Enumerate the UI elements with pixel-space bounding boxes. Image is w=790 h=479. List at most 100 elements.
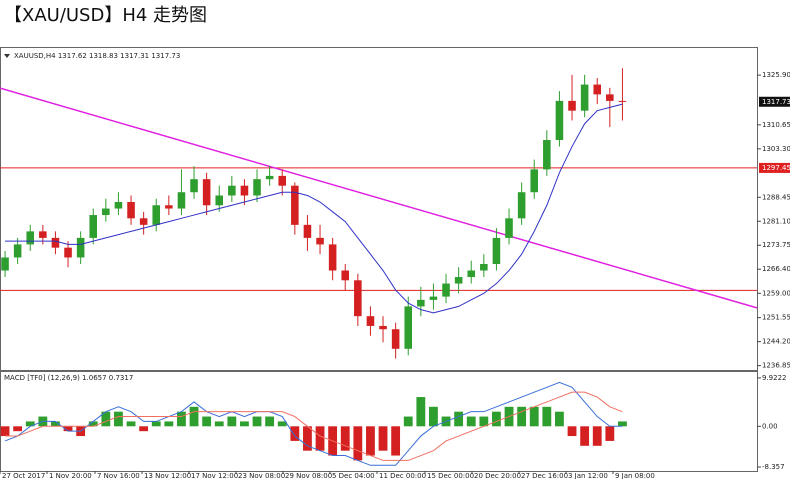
y-tick-label: 1310.65 <box>762 121 790 129</box>
price-tag-bg <box>759 96 790 107</box>
candle-body <box>555 100 564 141</box>
macd-bar <box>454 411 464 427</box>
macd-bar <box>13 426 23 432</box>
candle-body <box>404 306 413 349</box>
candle-body <box>303 224 312 238</box>
x-tick-label: 5 Dec 04:00 <box>332 472 375 479</box>
candle-body <box>291 185 299 225</box>
x-tick-label: 17 Nov 12:00 <box>191 472 238 479</box>
y-tick-label: 1303.30 <box>762 145 790 153</box>
candle-body <box>39 231 47 238</box>
macd-bar <box>353 426 363 461</box>
macd-bar <box>429 406 438 427</box>
x-tick-label: 27 Oct 2017 <box>2 472 45 479</box>
y-tick-label: 1281.10 <box>762 217 790 225</box>
macd-bar <box>164 421 174 427</box>
candle-body <box>114 202 123 209</box>
candle-body <box>517 192 526 219</box>
macd-bar <box>416 397 426 427</box>
x-tick-label: 27 Dec 16:00 <box>521 472 568 479</box>
y-tick-label: 1273.75 <box>762 241 790 249</box>
y-tick-label: -8.357 <box>762 463 785 471</box>
macd-bar <box>403 416 413 427</box>
macd-bar <box>340 426 350 451</box>
macd-bar <box>517 406 527 427</box>
price-tag: 1297.45 <box>762 164 790 172</box>
candle-body <box>1 257 9 271</box>
x-tick-label: 20 Dec 20:00 <box>474 472 521 479</box>
macd-bar <box>126 421 136 427</box>
x-tick-label: 11 Dec 00:00 <box>379 472 426 479</box>
macd-bar <box>580 426 590 446</box>
x-tick-label: 1 Nov 20:00 <box>49 472 92 479</box>
candle-body <box>442 283 450 297</box>
candle-body <box>429 296 438 300</box>
candle-body <box>568 100 576 111</box>
candle-body <box>379 325 387 330</box>
macd-bar <box>0 426 10 437</box>
macd-bar <box>151 421 161 427</box>
macd-bar <box>114 411 123 427</box>
candle-body <box>152 205 161 225</box>
macd-bar <box>378 426 388 451</box>
candle-body <box>139 218 148 225</box>
y-tick-label: 0.00 <box>762 422 778 430</box>
moving-average <box>5 103 623 314</box>
macd-bar <box>618 421 627 427</box>
candle-body <box>492 237 501 264</box>
macd-bar <box>277 421 287 427</box>
candle-body <box>366 316 375 326</box>
x-tick-label: 23 Nov 08:00 <box>238 472 285 479</box>
candle-body <box>467 270 476 278</box>
candle-body <box>593 84 602 95</box>
macd-bar <box>303 426 312 451</box>
macd-header: MACD [TF0] (12,26,9) 1.0657 0.7317 <box>4 374 133 382</box>
price-tag: 1317.73 <box>762 98 790 106</box>
candle-body <box>215 195 224 206</box>
candle-body <box>618 100 627 102</box>
candle-body <box>51 237 60 248</box>
price-tag-bg <box>759 162 790 173</box>
macd-bar <box>88 421 98 427</box>
macd-line <box>4 381 623 466</box>
candle-body <box>240 185 249 196</box>
macd-bar <box>101 411 111 427</box>
macd-bar <box>529 406 539 427</box>
macd-bar <box>315 426 325 451</box>
macd-panel <box>0 371 758 472</box>
macd-bar <box>555 411 564 427</box>
x-tick-label: 15 Dec 00:00 <box>427 472 474 479</box>
macd-bar <box>252 416 262 427</box>
macd-bar <box>51 421 60 427</box>
candle-body <box>202 179 211 206</box>
candle-body <box>530 169 539 193</box>
candle-body <box>543 140 551 170</box>
x-tick-label: 13 Nov 12:00 <box>144 472 191 479</box>
menu-arrow <box>4 54 10 58</box>
candle-body <box>89 215 98 238</box>
candle-body <box>417 299 425 307</box>
y-tick-label: 1266.40 <box>762 265 790 273</box>
price-header: XAUUSD,H4 1317.62 1318.83 1317.31 1317.7… <box>14 52 180 60</box>
macd-bar <box>189 406 199 427</box>
candle-body <box>391 329 400 349</box>
macd-bar <box>227 416 237 427</box>
candle-body <box>127 202 135 219</box>
macd-bar <box>366 426 375 456</box>
macd-bar <box>265 416 275 427</box>
macd-bar <box>214 421 224 427</box>
macd-bar <box>25 421 35 427</box>
y-tick-label: 1288.45 <box>762 193 790 201</box>
candle-body <box>190 179 198 193</box>
candle-body <box>580 84 589 111</box>
y-tick-label: 1325.90 <box>762 71 790 79</box>
candle-body <box>102 208 110 216</box>
x-tick-label: 3 Jan 12:00 <box>568 472 608 479</box>
candle-body <box>505 218 513 238</box>
candle-body <box>165 205 173 209</box>
candle-body <box>606 94 614 101</box>
y-tick-label: 9.9222 <box>762 374 787 382</box>
candle-body <box>480 263 488 271</box>
macd-bar <box>567 426 577 437</box>
